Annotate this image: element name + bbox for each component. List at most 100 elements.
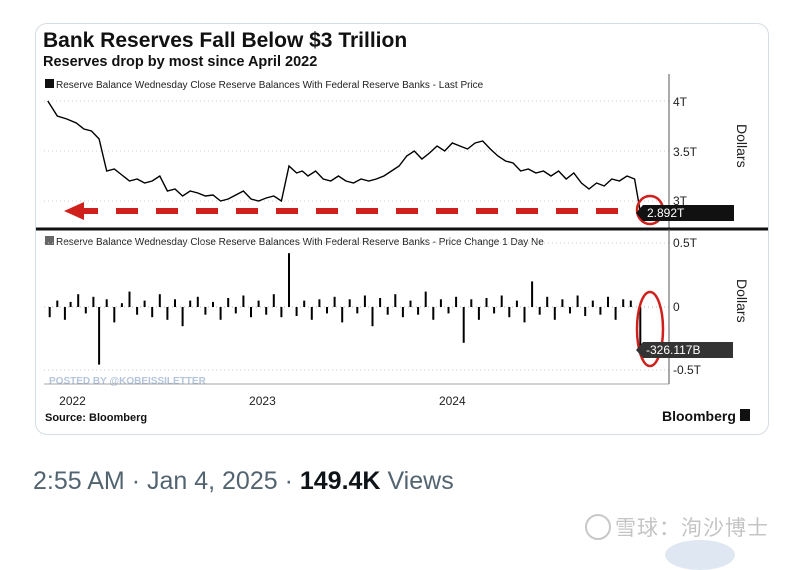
price-change-bar <box>515 300 518 307</box>
legend-swatch-bottom <box>45 236 54 245</box>
price-change-bar <box>561 299 564 307</box>
reserve-balance-line <box>47 100 641 212</box>
price-change-bar <box>341 307 344 323</box>
price-change-bar <box>196 296 199 307</box>
price-change-bar <box>84 307 87 314</box>
price-change-bar <box>546 296 549 307</box>
price-change-bar <box>470 299 473 307</box>
price-change-bar <box>462 307 465 343</box>
x-axis: 2022 2023 2024 <box>44 383 669 408</box>
bloomberg-logo-icon <box>740 409 750 421</box>
price-change-bar <box>622 299 625 307</box>
price-change-bar <box>363 295 366 307</box>
decorative-corner-shape <box>665 540 735 570</box>
tweet-date[interactable]: Jan 4, 2025 <box>146 467 278 495</box>
watermark-text: 雪球：洵沙博士 <box>615 517 769 540</box>
price-change-bar <box>288 253 290 307</box>
price-change-bar <box>576 295 579 307</box>
price-change-bar <box>136 307 139 315</box>
price-change-bar <box>120 303 123 307</box>
price-change-bar <box>143 300 146 307</box>
ylabel-bottom: Dollars <box>734 279 750 323</box>
price-change-bar <box>310 307 313 320</box>
source-label: Source: Bloomberg <box>45 412 147 424</box>
price-change-bar <box>128 291 131 307</box>
price-change-bar <box>379 298 382 307</box>
price-change-bar <box>48 307 51 318</box>
price-change-bar <box>493 307 496 314</box>
price-change-bar <box>234 307 237 314</box>
price-change-bar <box>204 307 207 315</box>
price-change-bar <box>432 307 435 320</box>
price-change-bar <box>295 307 298 316</box>
ytick-top-2: 3T <box>673 194 688 208</box>
xueqiu-watermark: 雪球：洵沙博士 <box>585 512 769 542</box>
top-panel: Reserve Balance Wednesday Close Reserve … <box>44 74 750 229</box>
tweet-meta: 2:55 AM · Jan 4, 2025 · 149.4K Views <box>33 467 454 496</box>
price-change-bar <box>401 307 404 318</box>
tweet-views-count: 149.4K <box>299 467 381 495</box>
price-change-bar <box>348 299 351 307</box>
price-change-bar <box>639 307 642 349</box>
price-change-bar <box>447 307 450 314</box>
price-change-bar <box>386 307 389 315</box>
tweet-views-label: Views <box>387 467 454 495</box>
price-change-bar <box>538 307 541 315</box>
price-change-bar <box>409 300 412 307</box>
price-change-bar <box>500 295 503 307</box>
legend-swatch-top <box>45 79 54 88</box>
price-change-bar <box>257 300 260 307</box>
price-change-bar <box>584 307 587 316</box>
price-change-bar <box>591 300 594 307</box>
price-change-bar <box>333 296 336 307</box>
price-change-bar <box>614 307 617 320</box>
price-change-bar <box>105 299 108 307</box>
price-change-bar <box>439 299 442 307</box>
price-change-bar <box>56 300 59 307</box>
last-value-top: 2.892T <box>647 206 685 220</box>
x-label-2023: 2023 <box>249 394 276 408</box>
price-change-bar <box>424 291 427 307</box>
ylabel-top: Dollars <box>734 124 750 168</box>
bloomberg-brand: Bloomberg <box>662 408 736 424</box>
price-change-bar <box>477 307 480 320</box>
price-change-bar <box>174 299 176 307</box>
price-change-bar <box>212 301 214 307</box>
price-change-bar <box>63 307 66 320</box>
ytick-bottom-1: 0 <box>673 300 680 314</box>
price-change-bars <box>48 253 642 365</box>
price-change-bar <box>326 307 328 314</box>
price-change-bar <box>98 307 101 365</box>
tweet-time: 2:55 AM <box>33 467 125 495</box>
price-change-bar <box>485 298 488 307</box>
price-change-bar <box>417 307 420 315</box>
price-change-bar <box>607 296 609 307</box>
chart-subtitle: Reserves drop by most since April 2022 <box>43 54 318 70</box>
price-change-bar <box>219 307 222 320</box>
price-change-bar <box>158 294 161 307</box>
price-change-bar <box>113 307 116 323</box>
legend-top: Reserve Balance Wednesday Close Reserve … <box>56 80 484 91</box>
last-value-bottom: -326.117B <box>646 343 701 357</box>
price-change-bar <box>599 307 602 315</box>
price-change-bar <box>166 307 169 320</box>
x-label-2024: 2024 <box>439 394 466 408</box>
last-value-tag-pointer-top <box>636 205 643 221</box>
last-value-tag-bottom <box>643 342 733 358</box>
ytick-bottom-2: -0.5T <box>673 363 702 377</box>
price-change-bar <box>303 300 306 307</box>
price-change-bar <box>318 299 321 307</box>
price-change-bar <box>151 307 154 318</box>
price-change-bar <box>250 307 252 318</box>
chart-canvas: Reserve Balance Wednesday Close Reserve … <box>36 74 768 424</box>
price-change-bar <box>92 296 95 307</box>
price-change-bar <box>394 294 397 307</box>
bottom-panel: Reserve Balance Wednesday Close Reserve … <box>44 229 750 387</box>
price-change-bar <box>242 295 245 307</box>
price-change-bar <box>181 307 184 327</box>
price-change-bar <box>280 307 283 318</box>
last-value-tag-top <box>643 205 734 221</box>
posted-by-watermark: POSTED BY @KOBEISSILETTER <box>49 376 207 387</box>
tweet-sep-1: · <box>131 467 141 495</box>
price-change-bar <box>77 294 80 307</box>
